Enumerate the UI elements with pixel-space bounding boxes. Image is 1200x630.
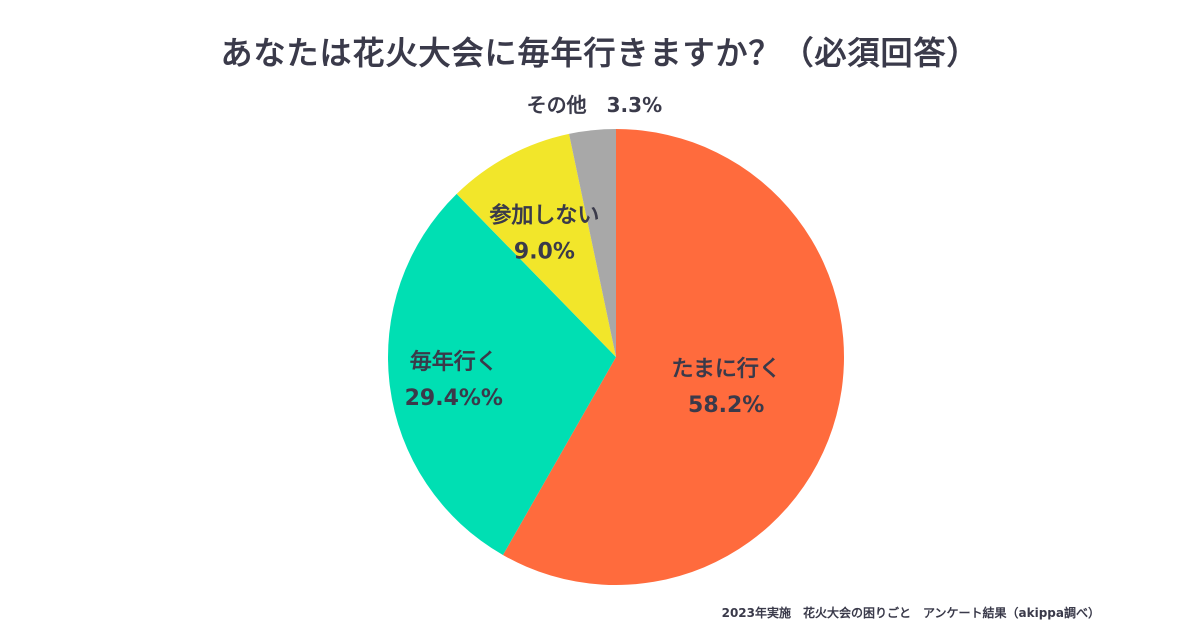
slice-label-value-1: 58.2% — [688, 393, 764, 418]
slice-label-name-3: 参加しない — [489, 202, 599, 228]
slice-label-value-2: 29.4%% — [405, 386, 503, 411]
slice-label-4: その他 3.3% — [527, 93, 662, 117]
pie-slice-4 — [569, 129, 616, 357]
pie-slice-2 — [388, 193, 616, 555]
slice-label-value-3: 9.0% — [514, 239, 575, 264]
slice-label-name-1: たまに行く — [672, 356, 781, 382]
slice-label-name-2: 毎年行く — [410, 349, 498, 375]
source-note: 2023年実施 花火大会の困りごと アンケート結果（akippa調べ） — [721, 606, 1100, 620]
chart-title: あなたは花火大会に毎年行きますか？（必須回答） — [220, 34, 980, 72]
pie-slice-1 — [502, 129, 844, 585]
pie-slice-3 — [456, 133, 616, 357]
